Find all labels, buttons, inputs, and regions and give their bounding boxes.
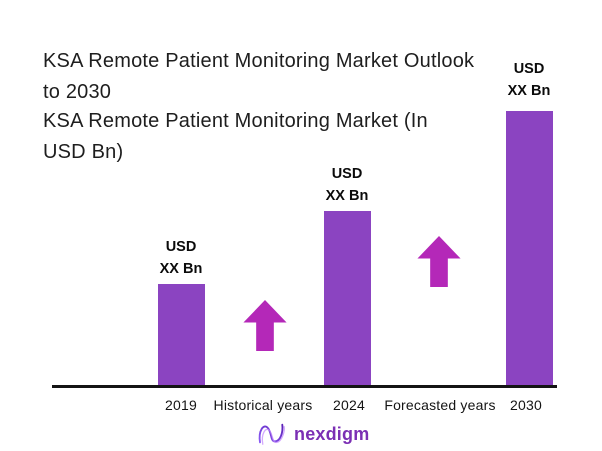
chart-subtitle: KSA Remote Patient Monitoring Market (In… bbox=[43, 106, 428, 168]
bar-2019 bbox=[158, 284, 205, 386]
chart-subtitle-line-1: KSA Remote Patient Monitoring Market (In bbox=[43, 110, 428, 132]
bar-value-label-2019-line-2: XX Bn bbox=[159, 261, 203, 277]
chart-title: KSA Remote Patient Monitoring Market Out… bbox=[43, 46, 474, 108]
growth-arrow-icon bbox=[417, 236, 461, 287]
bar-value-label-2024-line-1: USD bbox=[331, 166, 363, 182]
x-tick-2030: 2030 bbox=[510, 397, 542, 413]
chart-subtitle-line-2: USD Bn) bbox=[43, 141, 124, 163]
chart-title-line-2: to 2030 bbox=[43, 81, 112, 103]
growth-arrow-icon bbox=[243, 300, 287, 351]
x-label-historical-years: Historical years bbox=[213, 397, 313, 413]
x-label-forecasted-years: Forecasted years bbox=[384, 397, 496, 413]
bar-value-label-2024: USD XX Bn bbox=[297, 163, 397, 207]
bar-value-label-2030-line-1: USD bbox=[513, 61, 545, 77]
bar-value-label-2019: USD XX Bn bbox=[131, 236, 231, 280]
x-tick-2019: 2019 bbox=[165, 397, 197, 413]
bar-value-label-2024-line-2: XX Bn bbox=[325, 188, 369, 204]
bar-2024 bbox=[324, 211, 371, 386]
x-axis-line bbox=[52, 385, 557, 388]
bar-2030 bbox=[506, 111, 553, 386]
bar-value-label-2019-line-1: USD bbox=[165, 239, 197, 255]
nexdigm-logo-icon bbox=[258, 423, 285, 445]
chart-title-line-1: KSA Remote Patient Monitoring Market Out… bbox=[43, 50, 475, 72]
bar-value-label-2030-line-2: XX Bn bbox=[507, 83, 551, 99]
bar-value-label-2030: USD XX Bn bbox=[479, 58, 579, 102]
x-tick-2024: 2024 bbox=[333, 397, 365, 413]
brand-logo: nexdigm bbox=[257, 421, 369, 447]
brand-wordmark: nexdigm bbox=[294, 424, 370, 444]
